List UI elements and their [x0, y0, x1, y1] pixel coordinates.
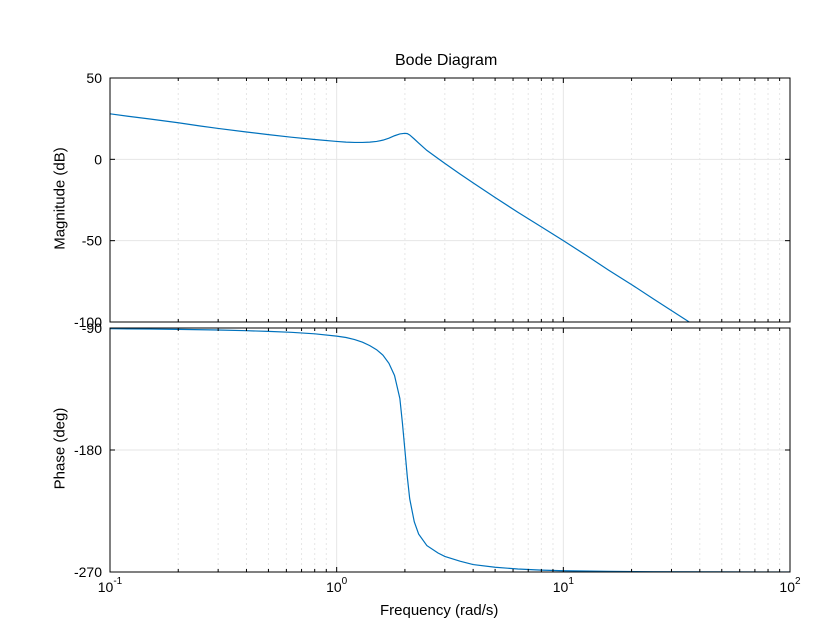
svg-text:50: 50 — [86, 70, 102, 86]
chart-title: Bode Diagram — [395, 52, 497, 70]
svg-text:102: 102 — [779, 576, 801, 595]
svg-text:-270: -270 — [74, 564, 102, 580]
svg-text:100: 100 — [326, 576, 348, 595]
svg-text:-50: -50 — [82, 233, 102, 249]
svg-text:101: 101 — [553, 576, 575, 595]
bode-svg: -100-50050-270-180-9010-1100101102 — [0, 0, 840, 630]
svg-text:-180: -180 — [74, 442, 102, 458]
phase-ylabel: Phase (deg) — [52, 389, 69, 509]
svg-text:0: 0 — [94, 151, 102, 167]
magnitude-ylabel: Magnitude (dB) — [52, 139, 69, 259]
svg-text:-90: -90 — [82, 320, 102, 336]
frequency-xlabel: Frequency (rad/s) — [380, 602, 498, 619]
svg-text:10-1: 10-1 — [98, 576, 123, 595]
bode-figure: -100-50050-270-180-9010-1100101102 Bode … — [0, 0, 840, 630]
